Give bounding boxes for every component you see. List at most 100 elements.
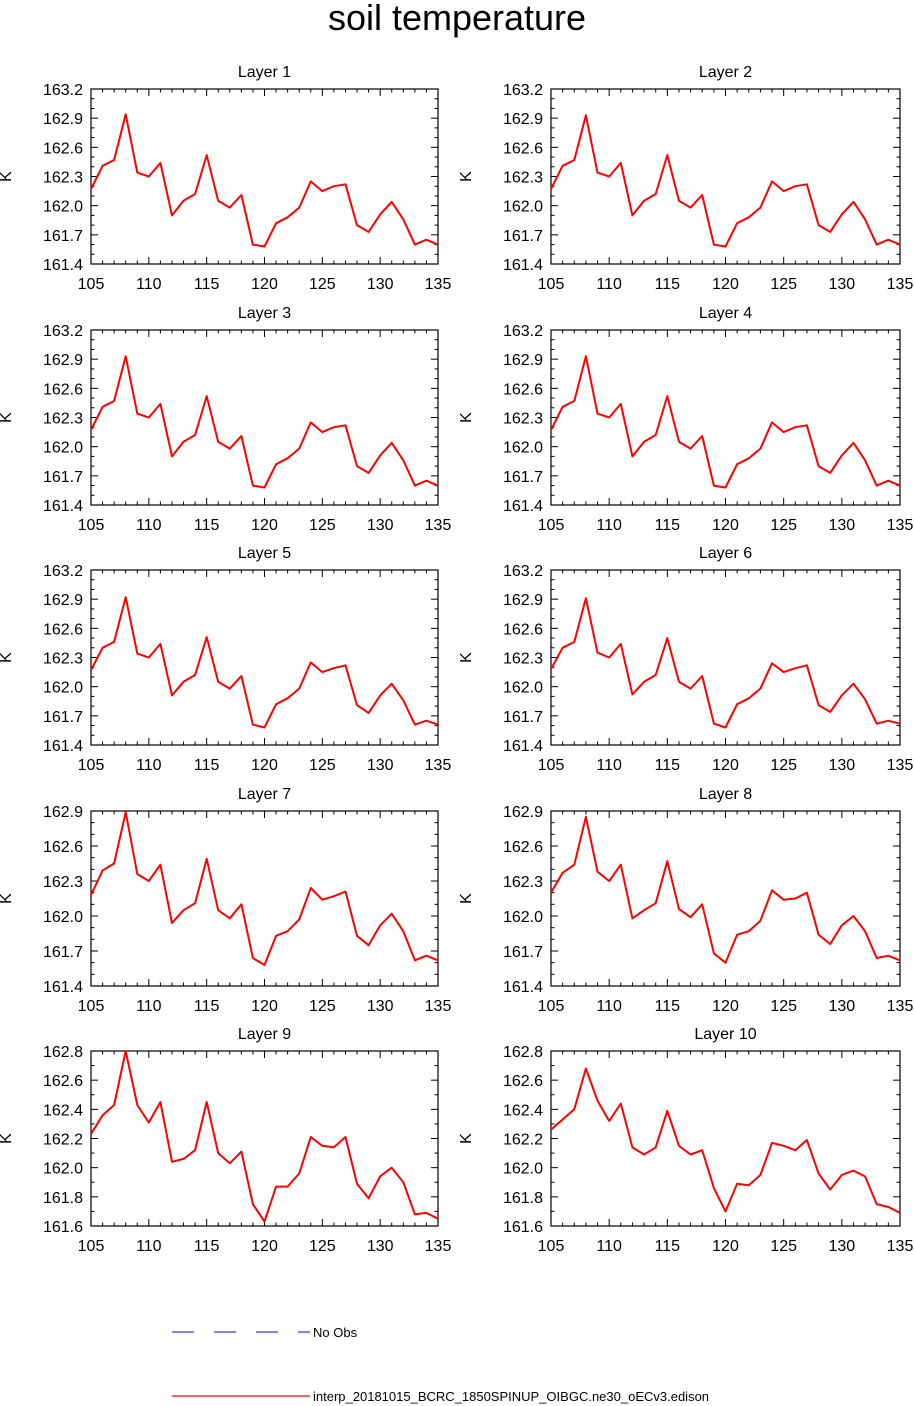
y-tick-label: 162.0 — [43, 680, 83, 697]
y-tick-label: 163.2 — [43, 323, 83, 340]
series-line — [90, 113, 439, 248]
y-tick-label: 161.4 — [43, 979, 83, 996]
y-tick-label: 161.4 — [43, 257, 83, 274]
y-tick-label: 162.2 — [503, 1132, 543, 1149]
panel-9: Layer 9 105 110 115 120 125 130 135 161.6 161.8 16… — [0, 1026, 451, 1255]
x-tick-label: 135 — [887, 276, 914, 293]
x-tick-label: 110 — [596, 757, 622, 774]
panel-6: Layer 6 105 110 115 120 125 130 135 161.4 161.7 16… — [458, 545, 913, 774]
x-tick-label: 105 — [538, 1238, 565, 1255]
series-line — [90, 596, 439, 729]
panel-title: Layer 5 — [238, 545, 291, 562]
x-tick-label: 110 — [596, 276, 622, 293]
x-tick-label: 120 — [251, 276, 278, 293]
y-axis-label: K — [458, 171, 475, 182]
y-tick-label: 162.4 — [503, 1102, 543, 1119]
x-tick-label: 105 — [538, 517, 565, 534]
x-tick-label: 110 — [596, 517, 622, 534]
y-tick-label: 162.0 — [43, 1161, 83, 1178]
y-tick-label: 162.3 — [503, 411, 543, 428]
series-line — [550, 1067, 901, 1214]
x-tick-label: 135 — [887, 1238, 914, 1255]
y-tick-label: 162.6 — [503, 1073, 543, 1090]
series-line — [90, 811, 439, 966]
plot-frame — [550, 569, 901, 746]
x-tick-label: 120 — [712, 276, 739, 293]
x-tick-label: 130 — [828, 757, 855, 774]
y-tick-label: 162.6 — [43, 1073, 83, 1090]
y-tick-label: 161.4 — [503, 257, 543, 274]
x-tick-label: 120 — [251, 517, 278, 534]
y-tick-label: 162.0 — [503, 1161, 543, 1178]
panel-title: Layer 1 — [238, 64, 291, 81]
x-tick-label: 105 — [78, 276, 105, 293]
x-tick-label: 105 — [78, 517, 105, 534]
legend-label-no-obs: No Obs — [313, 1325, 358, 1340]
panel-7: Layer 7 105 110 115 120 125 130 135 161.4 161.7 16… — [0, 786, 451, 1015]
legend: No Obs interp_20181015_BCRC_1850SPINUP_O… — [172, 1325, 709, 1404]
plot-frame — [90, 88, 439, 265]
y-tick-label: 161.4 — [43, 738, 83, 755]
panel-title: Layer 2 — [699, 64, 752, 81]
y-axis-label: K — [0, 171, 15, 182]
series-line — [550, 355, 901, 489]
panel-4: Layer 4 105 110 115 120 125 130 135 161.4 161.7 16… — [458, 305, 913, 534]
y-tick-label: 162.9 — [503, 352, 543, 369]
panel-title: Layer 7 — [238, 786, 291, 803]
x-tick-label: 105 — [78, 998, 105, 1015]
x-tick-label: 120 — [251, 757, 278, 774]
panel-grid: Layer 1 105 110 115 120 125 130 135 161.4 161.7 16… — [0, 64, 913, 1255]
y-tick-label: 162.0 — [503, 199, 543, 216]
x-tick-label: 130 — [367, 276, 394, 293]
y-tick-label: 161.7 — [43, 469, 83, 486]
plot-frame — [90, 569, 439, 746]
x-tick-label: 110 — [596, 1238, 622, 1255]
y-tick-label: 162.6 — [503, 839, 543, 856]
x-tick-label: 125 — [309, 998, 336, 1015]
y-tick-label: 161.7 — [503, 709, 543, 726]
y-tick-label: 161.7 — [43, 228, 83, 245]
series-line — [550, 815, 901, 964]
panel-title: Layer 10 — [694, 1026, 756, 1043]
y-tick-label: 162.3 — [43, 411, 83, 428]
x-tick-label: 110 — [136, 276, 162, 293]
x-tick-label: 130 — [367, 998, 394, 1015]
panel-1: Layer 1 105 110 115 120 125 130 135 161.4 161.7 16… — [0, 64, 451, 293]
y-axis-label: K — [458, 1133, 475, 1144]
x-tick-label: 115 — [655, 998, 681, 1015]
x-tick-label: 135 — [887, 998, 914, 1015]
y-tick-label: 161.8 — [43, 1190, 83, 1207]
y-axis-label: K — [0, 893, 15, 904]
x-tick-label: 115 — [194, 276, 220, 293]
y-tick-label: 161.7 — [503, 944, 543, 961]
y-axis-label: K — [0, 652, 15, 663]
x-tick-label: 120 — [251, 998, 278, 1015]
x-tick-label: 110 — [596, 998, 622, 1015]
y-axis-label: K — [458, 412, 475, 423]
plot-frame — [550, 1050, 901, 1227]
plot-frame — [90, 810, 439, 987]
x-tick-label: 130 — [367, 517, 394, 534]
x-tick-label: 110 — [136, 998, 162, 1015]
x-tick-label: 130 — [367, 757, 394, 774]
legend-label-model: interp_20181015_BCRC_1850SPINUP_OIBGC.ne… — [313, 1389, 709, 1404]
panel-3: Layer 3 105 110 115 120 125 130 135 161.4 161.7 16… — [0, 305, 451, 534]
y-tick-label: 162.9 — [43, 111, 83, 128]
y-tick-label: 161.7 — [503, 469, 543, 486]
y-tick-label: 162.8 — [503, 1044, 543, 1061]
x-tick-label: 110 — [136, 517, 162, 534]
plot-frame — [90, 1050, 439, 1227]
y-tick-label: 162.6 — [503, 381, 543, 398]
x-tick-label: 115 — [655, 1238, 681, 1255]
y-tick-label: 162.8 — [43, 1044, 83, 1061]
y-tick-label: 163.2 — [503, 82, 543, 99]
x-tick-label: 120 — [712, 757, 739, 774]
series-line — [550, 114, 901, 248]
x-tick-label: 115 — [194, 1238, 220, 1255]
x-tick-label: 120 — [712, 517, 739, 534]
y-tick-label: 161.4 — [503, 498, 543, 515]
y-tick-label: 161.7 — [43, 944, 83, 961]
y-axis-label: K — [0, 1133, 15, 1144]
x-tick-label: 125 — [770, 757, 797, 774]
y-tick-label: 162.3 — [43, 874, 83, 891]
